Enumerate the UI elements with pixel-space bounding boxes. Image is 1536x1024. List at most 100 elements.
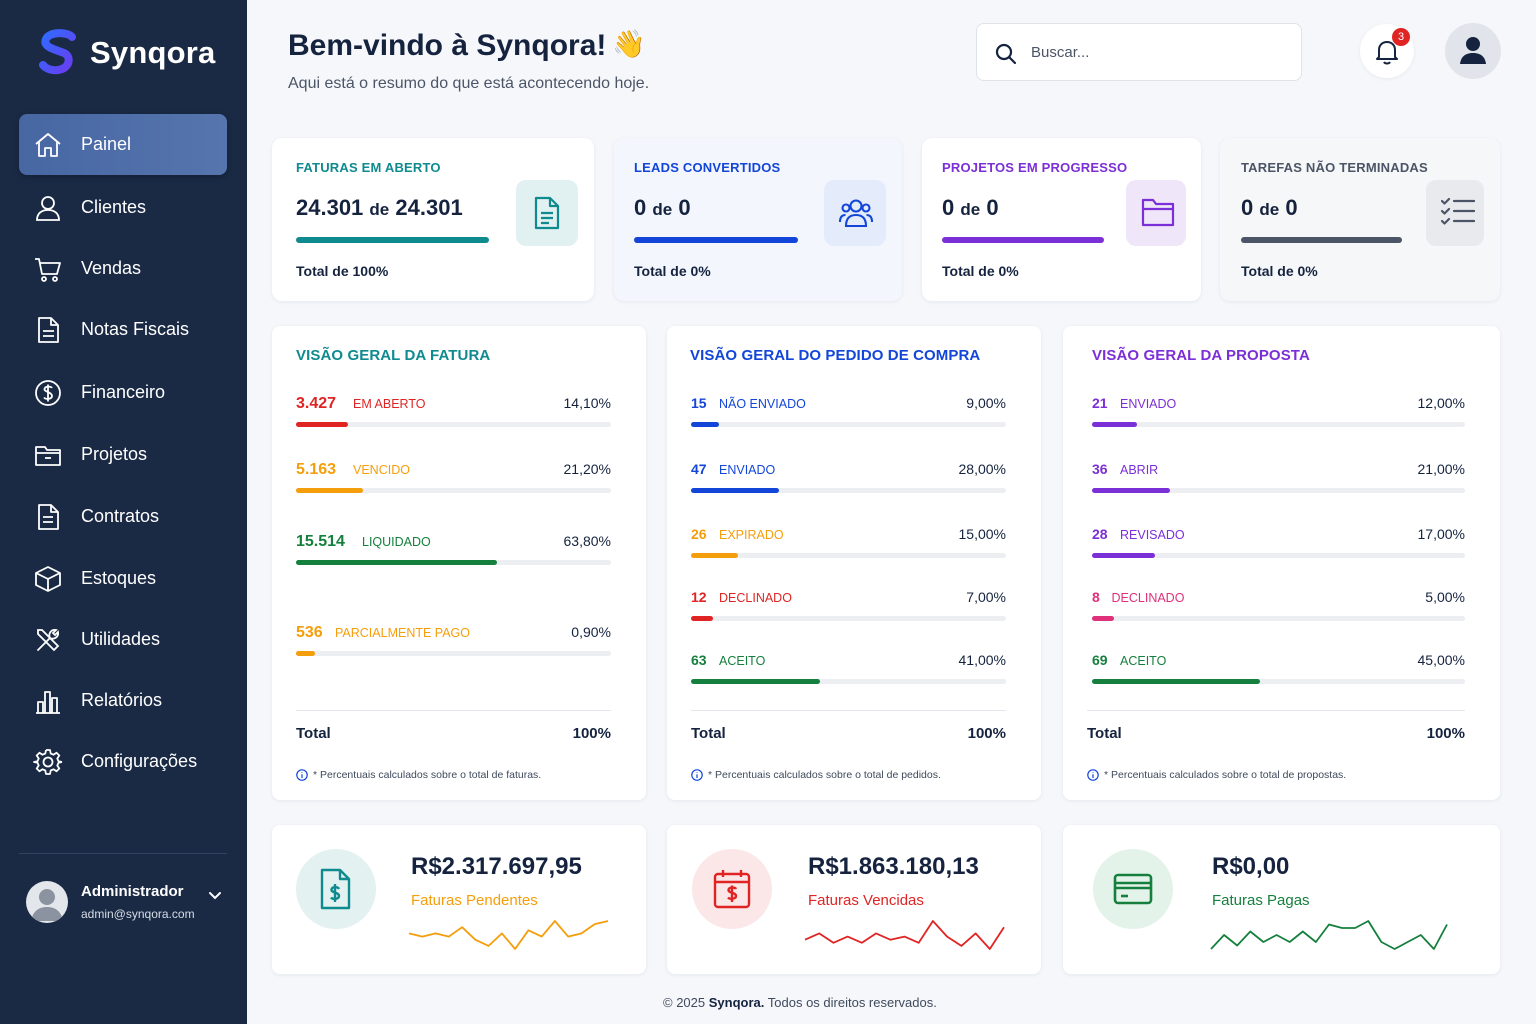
row-status-label: ENVIADO: [719, 463, 776, 477]
row-count: 21: [1092, 395, 1108, 411]
sidebar-item-projetos[interactable]: Projetos: [19, 424, 227, 485]
sidebar-item-estoques[interactable]: Estoques: [19, 548, 227, 609]
page-subtitle: Aqui está o resumo do que está acontecen…: [288, 75, 650, 92]
total-label: Total: [691, 725, 726, 742]
panel-note: * Percentuais calculados sobre o total d…: [1087, 769, 1346, 781]
panel-note-text: * Percentuais calculados sobre o total d…: [313, 769, 542, 781]
info-icon: [1087, 769, 1099, 781]
sidebar-item-contratos[interactable]: Contratos: [19, 486, 227, 547]
search-icon: [995, 43, 1017, 65]
stat-value: 0 de 0: [634, 195, 691, 221]
info-icon: [691, 769, 703, 781]
overview-row[interactable]: 15 NÃO ENVIADO 9,00%: [691, 395, 1006, 435]
money-card-vencidas[interactable]: R$1.863.180,13 Faturas Vencidas: [667, 825, 1041, 974]
row-progress-track: [691, 422, 1006, 427]
row-status-label: PARCIALMENTE PAGO: [335, 626, 470, 640]
row-count: 8: [1092, 589, 1100, 605]
stat-value-total: 0: [986, 195, 999, 220]
stat-card-faturas[interactable]: FATURAS EM ABERTO 24.301 de 24.301 Total…: [272, 138, 594, 301]
search-box: [976, 23, 1302, 81]
overview-row[interactable]: 536 PARCIALMENTE PAGO 0,90%: [296, 624, 611, 664]
user-menu[interactable]: Administrador admin@synqora.com: [26, 880, 226, 926]
panel-note: * Percentuais calculados sobre o total d…: [691, 769, 941, 781]
row-percentage: 28,00%: [958, 461, 1006, 477]
page-footer: © 2025 Synqora. Todos os direitos reserv…: [663, 995, 937, 1010]
sidebar-item-financeiro[interactable]: Financeiro: [19, 362, 227, 423]
overview-row[interactable]: 3.427 EM ABERTO 14,10%: [296, 395, 611, 435]
overview-row[interactable]: 63 ACEITO 41,00%: [691, 652, 1006, 692]
row-percentage: 17,00%: [1417, 526, 1465, 542]
stat-card-projetos[interactable]: PROJETOS EM PROGRESSO 0 de 0 Total de 0%: [922, 138, 1201, 301]
overview-row[interactable]: 69 ACEITO 45,00%: [1092, 652, 1465, 692]
row-status-label: ACEITO: [719, 654, 766, 668]
sidebar-item-vendas[interactable]: Vendas: [19, 238, 227, 299]
stat-value-count: 0: [634, 195, 647, 220]
panel-purchase-order-overview: VISÃO GERAL DO PEDIDO DE COMPRA 15 NÃO EN…: [667, 326, 1041, 800]
row-count: 15: [691, 395, 707, 411]
overview-row[interactable]: 8 DECLINADO 5,00%: [1092, 589, 1465, 629]
overview-row[interactable]: 15.514 LIQUIDADO 63,80%: [296, 533, 611, 573]
row-progress-track: [296, 560, 611, 565]
row-percentage: 14,10%: [563, 395, 611, 411]
user-avatar-icon: [31, 889, 63, 921]
gear-icon: [33, 748, 63, 775]
panel-note: * Percentuais calculados sobre o total d…: [296, 769, 541, 781]
page-title: Bem-vindo à Synqora! 👋: [288, 28, 646, 63]
stat-value-total: 24.301: [395, 195, 463, 220]
money-label: Faturas Vencidas: [808, 892, 924, 909]
overview-row[interactable]: 12 DECLINADO 7,00%: [691, 589, 1006, 629]
money-card-pendentes[interactable]: R$2.317.697,95 Faturas Pendentes: [272, 825, 646, 974]
sparkline-chart: [408, 920, 609, 950]
sidebar-item-utilidades[interactable]: Utilidades: [19, 609, 227, 670]
sidebar-item-notas-fiscais[interactable]: Notas Fiscais: [19, 299, 227, 360]
overview-row[interactable]: 28 REVISADO 17,00%: [1092, 526, 1465, 566]
greeting-text: Bem-vindo à Synqora!: [288, 29, 607, 62]
logo[interactable]: Synqora: [38, 28, 215, 78]
stat-value-of: de: [369, 200, 390, 219]
overview-row[interactable]: 5.163 VENCIDO 21,20%: [296, 461, 611, 501]
row-progress-track: [1092, 679, 1465, 684]
profile-avatar-button[interactable]: [1445, 23, 1501, 79]
invoice-dollar-icon: [320, 868, 351, 910]
sparkline-line: [804, 920, 1005, 950]
overview-row[interactable]: 47 ENVIADO 28,00%: [691, 461, 1006, 501]
invoice-icon: [534, 196, 560, 230]
panel-note-text: * Percentuais calculados sobre o total d…: [1104, 769, 1347, 781]
folder-icon: [35, 445, 61, 466]
overview-row[interactable]: 26 EXPIRADO 15,00%: [691, 526, 1006, 566]
row-progress-track: [296, 422, 611, 427]
sidebar: Synqora Painel Clientes Vendas Notas Fis…: [0, 0, 247, 1024]
notifications-button[interactable]: 3: [1360, 24, 1414, 78]
stat-card-leads[interactable]: LEADS CONVERTIDOS 0 de 0 Total de 0%: [614, 138, 902, 301]
footer-brand[interactable]: Synqora.: [708, 995, 765, 1010]
search-input[interactable]: [1031, 36, 1281, 68]
row-percentage: 12,00%: [1417, 395, 1465, 411]
sidebar-item-relatorios[interactable]: Relatórios: [19, 670, 227, 731]
overview-row[interactable]: 21 ENVIADO 12,00%: [1092, 395, 1465, 435]
row-status-label: VENCIDO: [353, 463, 410, 477]
stat-icon-box: [1126, 180, 1186, 246]
panel-note-text: * Percentuais calculados sobre o total d…: [708, 769, 941, 781]
row-progress-fill: [296, 560, 497, 565]
panel-divider: [691, 710, 1006, 711]
stat-card-tarefas[interactable]: TAREFAS NÃO TERMINADAS 0 de 0 Total de 0…: [1220, 138, 1500, 301]
sidebar-divider: [19, 853, 227, 854]
money-card-pagas[interactable]: R$0,00 Faturas Pagas: [1063, 825, 1500, 974]
overview-row[interactable]: 36 ABRIR 21,00%: [1092, 461, 1465, 501]
money-icon-circle: [692, 849, 772, 929]
sidebar-item-clientes[interactable]: Clientes: [19, 177, 227, 238]
sidebar-item-configuracoes[interactable]: Configurações: [19, 731, 227, 792]
sidebar-item-label: Painel: [81, 134, 132, 154]
chevron-down-icon[interactable]: [208, 888, 222, 902]
sidebar-item-painel[interactable]: Painel: [19, 114, 227, 175]
row-progress-fill: [1092, 553, 1156, 558]
row-percentage: 15,00%: [958, 526, 1006, 542]
row-count: 5.163: [296, 461, 337, 478]
row-progress-track: [1092, 553, 1465, 558]
total-value: 100%: [572, 725, 611, 742]
row-progress-fill: [296, 488, 363, 493]
stat-title: TAREFAS NÃO TERMINADAS: [1241, 160, 1428, 175]
stat-icon-box: [824, 180, 886, 246]
wave-emoji: 👋: [612, 29, 647, 59]
users-icon: [839, 199, 873, 228]
